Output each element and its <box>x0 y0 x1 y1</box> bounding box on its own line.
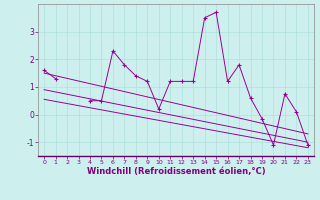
X-axis label: Windchill (Refroidissement éolien,°C): Windchill (Refroidissement éolien,°C) <box>87 167 265 176</box>
